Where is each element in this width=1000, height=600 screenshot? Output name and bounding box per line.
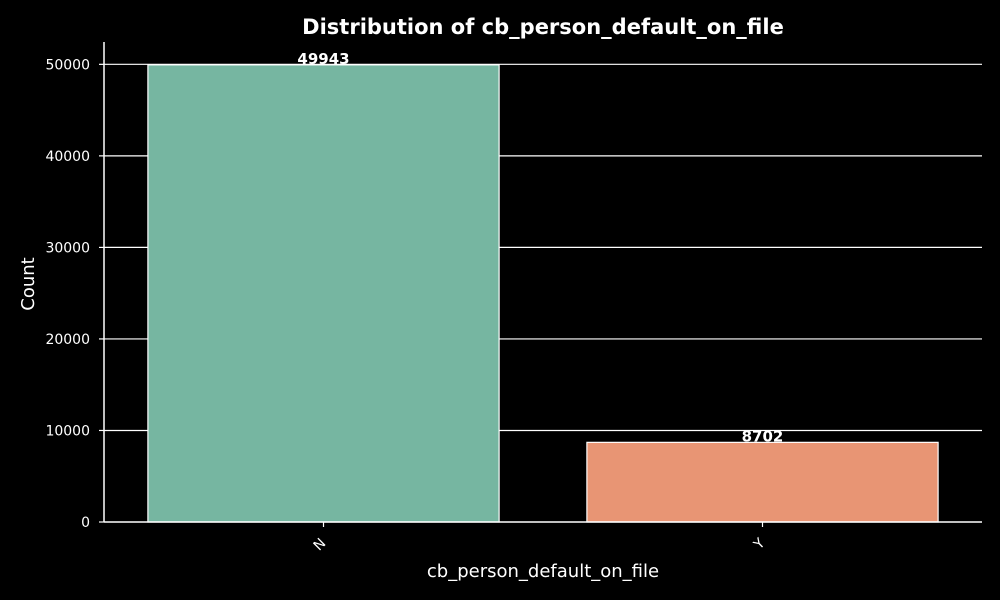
x-tick-label-y: Y	[750, 535, 768, 553]
y-tick-label: 40000	[45, 149, 90, 165]
data-label-y: 8702	[742, 427, 784, 445]
y-tick-label: 50000	[45, 57, 90, 73]
bars	[147, 64, 939, 523]
y-ticks: 0 10000 20000 30000 40000 50000	[45, 57, 104, 531]
data-labels: 49943 8702	[297, 50, 783, 445]
x-tick-label-n: N	[311, 536, 330, 555]
chart-title: Distribution of cb_person_default_on_fil…	[302, 15, 784, 39]
y-tick-label: 20000	[45, 332, 90, 348]
x-axis-label: cb_person_default_on_file	[427, 561, 659, 582]
y-tick-label: 30000	[45, 240, 90, 256]
bar-y	[586, 441, 939, 523]
data-label-n: 49943	[297, 50, 349, 68]
y-tick-label: 0	[81, 515, 90, 531]
axes	[103, 42, 982, 523]
y-tick-label: 10000	[45, 423, 90, 439]
bar-n	[147, 64, 500, 523]
y-axis-label: Count	[18, 257, 39, 310]
